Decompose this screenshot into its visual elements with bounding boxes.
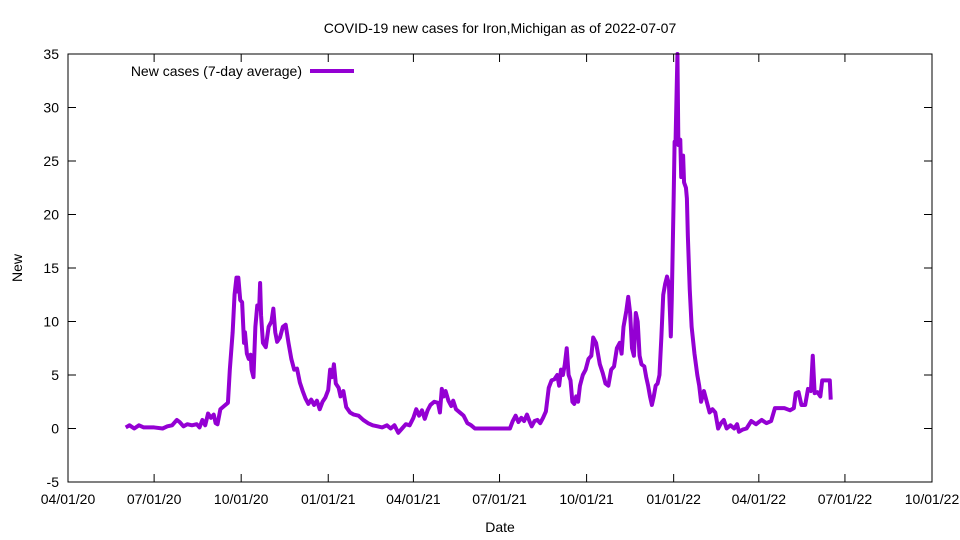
y-axis-label: New (9, 253, 25, 282)
x-tick-label: 07/01/21 (472, 491, 527, 507)
x-tick-label: 10/01/20 (214, 491, 269, 507)
y-tick-label: 20 (43, 207, 59, 223)
y-tick-label: 35 (43, 46, 59, 62)
legend-label: New cases (7-day average) (131, 63, 302, 79)
x-axis-label: Date (485, 519, 515, 535)
y-tick-label: 15 (43, 260, 59, 276)
y-tick-label: 25 (43, 153, 59, 169)
y-tick-label: 30 (43, 100, 59, 116)
y-tick-label: -5 (47, 474, 60, 490)
series-line-0 (124, 52, 833, 435)
axis-ticks: -5 0 5 10 15 20 25 30 35 04/01/20 07/01/20 10/01/20… (41, 46, 960, 507)
x-tick-label: 01/01/21 (301, 491, 356, 507)
y-tick-label: 0 (51, 421, 59, 437)
legend: New cases (7-day average) (131, 63, 354, 79)
x-tick-label: 10/01/21 (559, 491, 614, 507)
x-tick-label: 04/01/20 (41, 491, 96, 507)
x-tick-label: 04/01/22 (732, 491, 787, 507)
x-tick-label: 07/01/20 (127, 491, 182, 507)
series-group (124, 52, 833, 435)
chart-title: COVID-19 new cases for Iron,Michigan as … (324, 20, 677, 36)
x-tick-label: 01/01/22 (646, 491, 701, 507)
x-tick-label: 07/01/22 (818, 491, 873, 507)
x-tick-label: 04/01/21 (386, 491, 441, 507)
y-tick-label: 5 (51, 367, 59, 383)
y-tick-label: 10 (43, 314, 59, 330)
plot-frame (67, 53, 933, 483)
x-tick-label: 10/01/22 (905, 491, 960, 507)
